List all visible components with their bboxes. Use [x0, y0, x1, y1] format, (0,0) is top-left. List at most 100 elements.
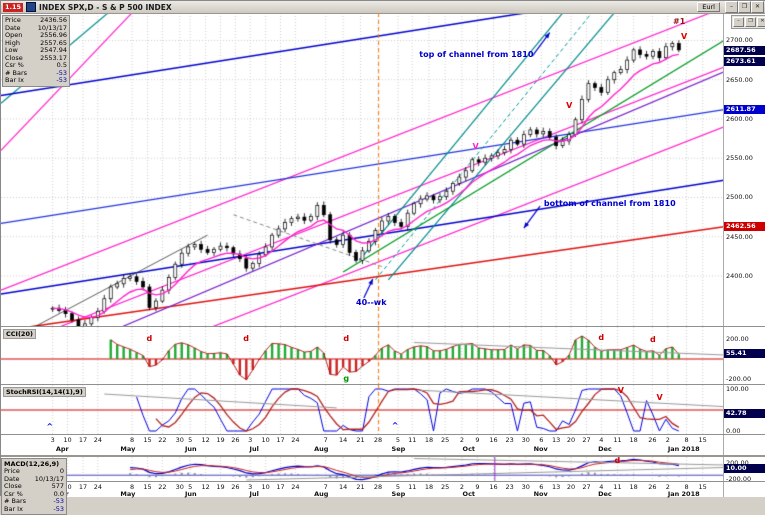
x-axis-month-label: Apr — [55, 445, 69, 453]
x-axis-tick: 18 — [424, 483, 434, 491]
x-axis-tick: 11 — [408, 436, 417, 444]
macd-pane-canvas[interactable] — [1, 457, 724, 482]
price-axis-label: 2400.00 — [726, 271, 753, 280]
stochrsi-mark: V — [617, 386, 624, 396]
toolbar-button[interactable]: Eurl — [697, 2, 720, 12]
x-axis-tick: 8 — [684, 436, 689, 444]
data-row-label: Close — [5, 53, 23, 62]
cci-pane-label: CCI(20) — [3, 329, 36, 339]
x-axis-month-label: Aug — [314, 445, 329, 453]
x-axis-tick: 15 — [143, 436, 152, 444]
x-axis-month-label: Aug — [314, 490, 329, 498]
price-axis-label: 2500.00 — [726, 193, 753, 202]
data-row-label: Bar Ix — [4, 504, 23, 513]
data-row: Date 10/13/17 — [4, 474, 64, 484]
x-axis-tick: 24 — [93, 483, 102, 491]
data-row: Close 577 — [4, 482, 64, 491]
divergence-mark: d — [243, 333, 250, 343]
data-row-label: Csr % — [5, 61, 24, 69]
x-axis-month-label: Dec — [598, 490, 612, 498]
x-axis-tick: 12 — [201, 436, 210, 444]
data-row-value: 2557.65 — [40, 38, 67, 47]
data-row-label: Csr % — [4, 489, 23, 498]
x-axis-month-label: Jan 2018 — [667, 445, 700, 453]
cci-pane-canvas[interactable] — [1, 327, 724, 385]
x-axis-tick: 26 — [231, 483, 240, 491]
x-axis-tick: 11 — [613, 436, 622, 444]
x-axis-tick: 15 — [698, 483, 707, 491]
x-axis-tick: 11 — [613, 483, 622, 491]
data-row: Price 0 — [4, 467, 64, 476]
data-row-value: 2547.94 — [40, 46, 67, 54]
x-axis-tick: 26 — [231, 436, 240, 444]
x-axis-month-label: Dec — [598, 445, 612, 453]
x-axis-tick: 6 — [539, 483, 544, 491]
stochrsi-pane-canvas[interactable] — [1, 385, 724, 435]
x-axis-tick: 5 — [395, 436, 401, 444]
annotation-text: bottom of channel from 1810 — [543, 198, 676, 208]
x-axis-tick: 3 — [248, 483, 253, 491]
x-axis-tick: 20 — [566, 436, 576, 444]
x-axis-tick: 8 — [129, 483, 135, 491]
data-row-value: -53 — [56, 68, 67, 77]
stochrsi-mark: ^ — [391, 420, 399, 430]
annotation-text: top of channel from 1810 — [419, 49, 534, 59]
data-row-label: # Bars — [5, 68, 28, 77]
price-chart-canvas[interactable] — [1, 13, 724, 327]
x-axis-tick: 27 — [582, 483, 591, 491]
annotation-text: 40--wk — [356, 297, 387, 307]
data-row-value: 0 — [59, 467, 64, 475]
x-axis-month-label: Nov — [533, 490, 548, 498]
data-row: High 2557.65 — [5, 38, 67, 48]
macd-mark: d — [614, 455, 621, 465]
x-axis-tick: 16 — [489, 436, 498, 444]
x-axis-tick: 18 — [629, 436, 638, 444]
x-axis-tick: 4 — [599, 436, 604, 444]
v-mark: V — [566, 101, 573, 111]
x-axis-tick: 7 — [323, 436, 328, 444]
title-bar[interactable]: 1.15 INDEX SPX,D - S & P 500 INDEX Eurl … — [1, 1, 765, 14]
x-axis-tick: 30 — [521, 436, 530, 444]
data-row: Low 2547.94 — [5, 46, 67, 55]
minimize-button[interactable]: – — [725, 1, 738, 13]
data-row: Csr % 0.0 — [4, 489, 64, 499]
restore-button[interactable]: ❐ — [738, 1, 751, 13]
x-axis-tick: 3 — [50, 436, 55, 444]
x-axis-tick: 10 — [261, 436, 270, 444]
price-value-chip: 2673.61 — [724, 56, 765, 66]
macd-value-chip: 10.00 — [724, 464, 765, 474]
x-axis-tick: 23 — [505, 483, 514, 491]
data-row-label: High — [5, 38, 20, 47]
x-axis-tick: 10 — [63, 483, 72, 491]
data-row: # Bars -53 — [4, 497, 64, 506]
macd-data-panel: MACD(12,26,9) Price 0 Date 10/13/17 Close 577… — [1, 458, 67, 515]
x-axis-tick: 14 — [338, 483, 348, 491]
close-button[interactable]: ✕ — [751, 1, 764, 13]
x-axis-month-label: Jan 2018 — [667, 490, 700, 498]
child-restore-button[interactable]: ❐ — [745, 17, 756, 27]
x-axis-month-label: Jun — [184, 490, 197, 498]
data-row: Price 2436.56 — [5, 16, 67, 25]
x-axis-month-label: Sep — [391, 445, 406, 453]
x-axis-tick: 2 — [665, 483, 670, 491]
child-close-button[interactable]: ✕ — [757, 17, 765, 27]
x-axis-tick: 25 — [440, 436, 450, 444]
data-row-value: 10/13/17 — [37, 23, 67, 32]
price-axis-label: 2550.00 — [726, 154, 753, 163]
data-row-label: Date — [4, 474, 20, 483]
x-axis-tick: 17 — [78, 436, 88, 444]
divergence-mark: d — [598, 333, 605, 342]
window-title: INDEX SPX,D - S & P 500 INDEX — [39, 2, 172, 12]
child-minimize-button[interactable]: – — [733, 17, 744, 27]
pane-divider — [1, 434, 765, 435]
x-axis-tick: 16 — [489, 483, 498, 491]
x-axis-tick: 18 — [629, 483, 638, 491]
data-row-value: 10/13/17 — [34, 474, 64, 483]
macd-axis-label: 200.00 — [726, 459, 749, 467]
x-axis-tick: 22 — [158, 436, 167, 444]
x-axis-tick: 17 — [276, 436, 285, 444]
x-axis-tick: 10 — [63, 436, 72, 444]
data-row: # Bars -53 — [5, 68, 67, 78]
x-axis-month-label: Jul — [249, 490, 259, 498]
data-row: Bar Ix -53 — [5, 76, 67, 85]
